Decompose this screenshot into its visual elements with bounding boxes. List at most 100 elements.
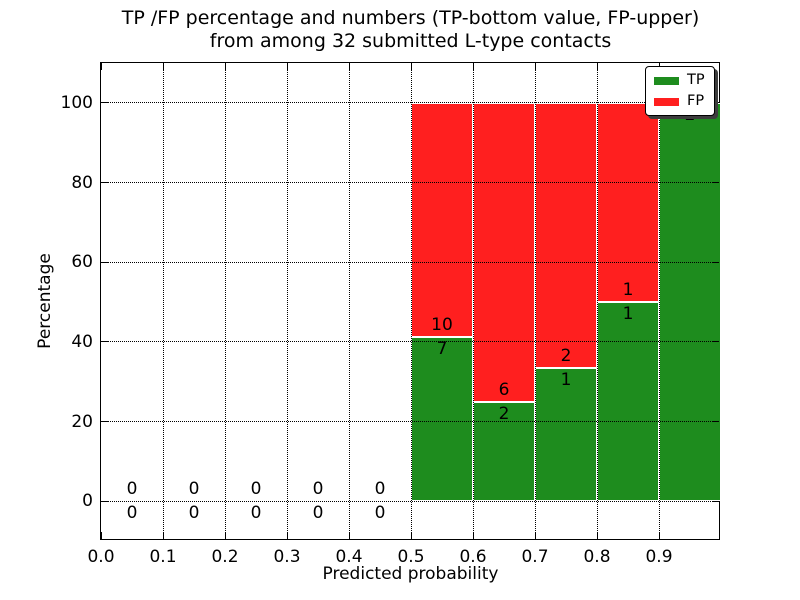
x-tick-mark-top xyxy=(286,63,288,70)
y-tick-mark-right xyxy=(712,500,719,502)
y-tick-mark-right xyxy=(712,102,719,104)
x-tick-mark-top xyxy=(410,63,412,70)
x-tick-mark xyxy=(472,532,474,539)
y-tick-mark xyxy=(101,341,108,343)
tp-count-label: 1 xyxy=(622,304,634,324)
y-tick-mark-right xyxy=(712,341,719,343)
bar-fp-segment xyxy=(411,102,473,338)
tp-color-swatch xyxy=(654,76,679,85)
y-tick-mark xyxy=(101,182,108,183)
x-tick-mark xyxy=(100,532,102,539)
x-tick-mark xyxy=(534,532,536,539)
x-tick-label: 0.9 xyxy=(645,547,673,567)
gridline-vertical xyxy=(162,63,164,539)
bar-tp-segment xyxy=(659,102,721,502)
x-tick-label: 0.8 xyxy=(583,547,611,567)
y-tick-mark xyxy=(101,102,108,104)
x-tick-mark-top xyxy=(348,63,350,70)
legend-item-fp: FP xyxy=(654,94,705,109)
tp-count-label: 0 xyxy=(374,503,386,524)
gridline-horizontal xyxy=(101,182,719,183)
x-tick-mark xyxy=(224,532,226,539)
fp-count-label: 0 xyxy=(126,479,138,500)
gridline-vertical xyxy=(348,63,350,539)
tp-count-label: 0 xyxy=(126,503,138,524)
fp-count-label: 6 xyxy=(498,379,510,400)
x-tick-mark-top xyxy=(100,63,102,70)
x-tick-mark xyxy=(658,532,660,539)
x-tick-label: 0.4 xyxy=(335,547,363,567)
bar-tp-segment xyxy=(535,368,597,502)
y-tick-mark-right xyxy=(712,421,719,422)
x-tick-label: 0.5 xyxy=(397,547,425,567)
fp-count-label: 0 xyxy=(250,479,262,500)
fp-count-label: 1 xyxy=(622,280,634,300)
y-tick-label: 40 xyxy=(71,331,93,352)
chart-title-line2: from among 32 submitted L-type contacts xyxy=(209,30,612,52)
y-tick-label: 80 xyxy=(71,172,93,193)
x-tick-label: 0.1 xyxy=(149,547,177,567)
gridline-vertical xyxy=(410,63,412,539)
x-tick-mark xyxy=(162,532,164,539)
y-tick-mark xyxy=(101,261,108,263)
legend: TP FP xyxy=(645,66,715,116)
y-tick-mark-right xyxy=(712,261,719,263)
fp-count-label: 10 xyxy=(431,315,453,336)
x-tick-mark xyxy=(410,532,412,539)
x-tick-mark-top xyxy=(472,63,474,70)
y-tick-label: 0 xyxy=(82,491,93,512)
bar-fp-segment xyxy=(535,102,597,369)
tp-count-label: 0 xyxy=(312,503,324,524)
y-tick-label: 100 xyxy=(60,92,93,113)
gridline-vertical xyxy=(224,63,226,539)
x-tick-mark-top xyxy=(596,63,598,70)
x-tick-mark-top xyxy=(224,63,226,70)
x-tick-label: 0.3 xyxy=(273,547,301,567)
gridline-horizontal xyxy=(101,421,719,422)
x-tick-mark xyxy=(348,532,350,539)
fp-count-label: 2 xyxy=(560,346,572,367)
fp-count-label: 0 xyxy=(188,479,200,500)
gridline-vertical xyxy=(658,63,660,539)
chart-title: TP /FP percentage and numbers (TP-bottom… xyxy=(100,7,721,53)
gridline-horizontal xyxy=(101,341,719,343)
legend-item-tp: TP xyxy=(654,73,705,88)
gridline-vertical xyxy=(286,63,288,539)
x-tick-mark xyxy=(596,532,598,539)
x-tick-label: 0.2 xyxy=(211,547,239,567)
x-tick-label: 0.7 xyxy=(521,547,549,567)
legend-label-fp: FP xyxy=(687,93,705,109)
gridline-horizontal xyxy=(101,102,719,104)
fp-count-label: 0 xyxy=(374,479,386,500)
fp-count-label: 0 xyxy=(312,479,324,500)
x-tick-mark-top xyxy=(534,63,536,70)
y-tick-mark xyxy=(101,421,108,422)
x-tick-mark-top xyxy=(162,63,164,70)
bar-tp-segment xyxy=(411,337,473,502)
y-tick-mark-right xyxy=(712,182,719,183)
tp-count-label: 0 xyxy=(250,503,262,524)
gridline-vertical xyxy=(534,63,536,539)
bar-fp-segment xyxy=(473,102,535,402)
y-tick-mark xyxy=(101,500,108,502)
tp-count-label: 0 xyxy=(188,503,200,524)
x-axis-label: Predicted probability xyxy=(322,564,499,584)
x-tick-label: 0.6 xyxy=(459,547,487,567)
tp-count-label: 1 xyxy=(560,370,572,391)
tp-count-label: 2 xyxy=(498,403,510,424)
gridline-horizontal xyxy=(101,500,719,502)
x-tick-mark xyxy=(286,532,288,539)
gridline-vertical xyxy=(596,63,598,539)
legend-label-tp: TP xyxy=(687,72,705,88)
gridline-horizontal xyxy=(101,261,719,263)
plot-area: 0.0 0.1 0.2 0.3 0.4 0.5 0.6 0.7 0.8 0.9 0 20 40 60 80 1… xyxy=(61,62,721,567)
x-tick-label: 0.0 xyxy=(87,547,115,567)
y-tick-label: 60 xyxy=(71,252,93,273)
bar-tp-segment xyxy=(597,302,659,502)
chart-title-line1: TP /FP percentage and numbers (TP-bottom… xyxy=(121,7,700,29)
fp-color-swatch xyxy=(654,97,679,106)
bar-tp-segment xyxy=(473,401,535,502)
bar-fp-segment xyxy=(597,102,659,302)
gridline-vertical xyxy=(472,63,474,539)
